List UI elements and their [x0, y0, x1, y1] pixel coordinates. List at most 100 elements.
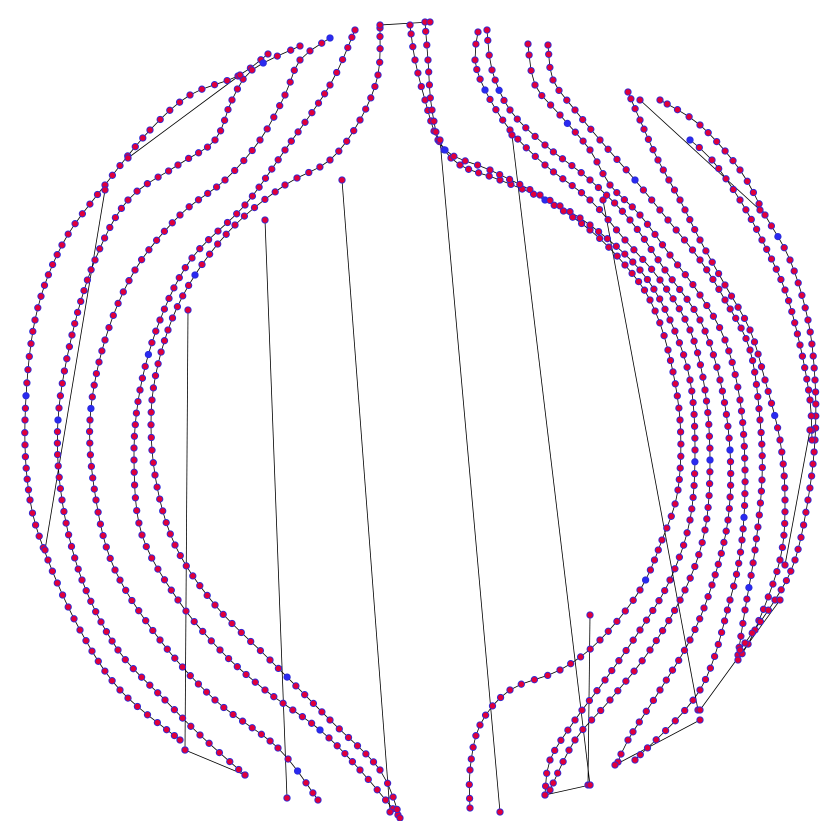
graph-node: [259, 59, 267, 67]
graph-node: [143, 180, 152, 188]
graph-node: [174, 596, 182, 604]
graph-node: [376, 766, 384, 774]
graph-node: [604, 216, 612, 224]
graph-node: [556, 666, 564, 674]
graph-node: [238, 717, 247, 725]
graph-node: [546, 101, 555, 109]
graph-node: [207, 637, 215, 645]
graph-node: [229, 710, 237, 719]
graph-node: [709, 275, 717, 284]
graph-node: [94, 657, 102, 665]
graph-node: [221, 176, 229, 184]
graph-node: [273, 52, 281, 60]
graph-node: [640, 235, 649, 243]
graph-node: [755, 511, 763, 519]
graph-node: [599, 196, 607, 204]
graph-node: [660, 332, 668, 340]
graph-node: [181, 264, 189, 272]
graph-node: [680, 646, 689, 654]
graph-node: [116, 576, 124, 584]
graph-node: [48, 567, 57, 575]
graph-node: [174, 161, 182, 169]
graph-node: [298, 713, 307, 721]
graph-node: [86, 416, 94, 424]
graph-node: [596, 136, 604, 144]
graph-node: [266, 737, 274, 745]
graph-node: [119, 288, 127, 296]
graph-node: [425, 68, 433, 76]
graph-node: [544, 41, 552, 49]
graph-node: [222, 230, 230, 238]
graph-node: [686, 516, 694, 524]
graph-node: [578, 706, 586, 714]
graph-node: [691, 562, 699, 571]
graph-node: [21, 416, 29, 424]
graph-node: [635, 718, 643, 726]
graph-node: [135, 607, 143, 615]
graph-node: [29, 327, 37, 336]
graph-node: [699, 373, 707, 381]
graph-node: [248, 146, 256, 155]
graph-node: [287, 137, 295, 145]
graph-node: [700, 604, 708, 612]
graph-edge: [602, 199, 699, 711]
graph-node: [54, 416, 62, 424]
graph-node: [170, 706, 179, 714]
graph-node: [809, 460, 817, 468]
graph-node: [681, 706, 689, 715]
graph-node: [740, 501, 749, 510]
graph-node: [739, 619, 747, 628]
graph-node: [674, 486, 682, 494]
graph-node: [636, 211, 644, 219]
graph-node: [549, 168, 558, 176]
graph-node: [787, 567, 795, 575]
graph-node: [618, 207, 627, 215]
graph-node: [211, 696, 219, 704]
graph-node: [105, 323, 113, 332]
graph-node: [261, 216, 269, 224]
graph-node: [709, 351, 718, 359]
graph-node: [628, 203, 636, 211]
graph-node: [274, 156, 282, 164]
graph-node: [156, 316, 164, 324]
graph-node: [602, 191, 611, 199]
graph-node: [701, 526, 709, 534]
graph-node: [706, 444, 714, 452]
graph-node: [546, 756, 554, 764]
graph-node: [176, 211, 184, 219]
graph-node: [194, 680, 203, 688]
graph-node: [99, 531, 107, 540]
graph-node: [196, 245, 204, 253]
graph-nodes: [21, 18, 820, 821]
graph-node: [485, 172, 493, 180]
graph-node: [806, 396, 814, 404]
graph-node: [676, 464, 684, 472]
graph-node: [563, 119, 572, 128]
graph-node: [611, 761, 619, 769]
graph-node: [722, 175, 730, 183]
graph-node: [666, 251, 674, 259]
graph-node: [629, 596, 637, 604]
graph-edge: [184, 749, 246, 776]
graph-node: [579, 725, 587, 734]
graph-node: [808, 340, 816, 348]
graph-node: [376, 32, 384, 41]
graph-node: [604, 627, 612, 635]
graph-edge: [184, 309, 189, 751]
graph-node: [730, 582, 738, 590]
graph-node: [705, 432, 714, 440]
graph-node: [751, 368, 759, 376]
graph-node: [613, 252, 621, 260]
graph-node: [599, 170, 607, 178]
graph-node: [605, 243, 613, 251]
graph-node: [163, 645, 171, 653]
graph-node: [130, 481, 139, 489]
graph-node: [301, 691, 309, 699]
graph-node: [101, 336, 109, 344]
graph-node: [630, 246, 638, 254]
graph-node: [706, 456, 714, 464]
graph-node: [176, 736, 184, 744]
graph-node: [665, 176, 673, 184]
graph-node: [801, 304, 809, 312]
graph-node: [270, 693, 278, 701]
